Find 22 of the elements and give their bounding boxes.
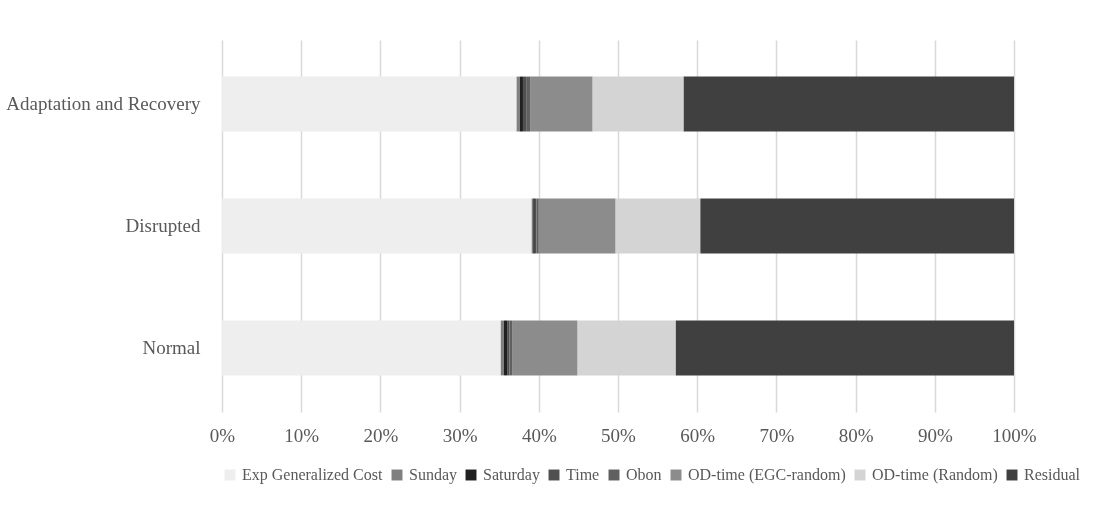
x-tick-label: 100% [992, 424, 1037, 446]
legend-label: Residual [1024, 466, 1081, 483]
x-tick-label: 60% [680, 424, 716, 446]
y-tick-label: Disrupted [125, 215, 201, 236]
x-tick-label: 40% [521, 424, 557, 446]
legend-label: OD-time (Random) [872, 466, 998, 484]
x-tick-label: 20% [363, 424, 399, 446]
x-tick-label: 90% [917, 424, 953, 446]
x-tick-label: 30% [442, 424, 478, 446]
y-tick-label: Normal [142, 336, 201, 358]
x-tick-label: 0% [209, 424, 236, 446]
legend-label: Time [566, 466, 600, 483]
x-tick-label: 10% [284, 424, 320, 446]
x-tick-label: 70% [759, 424, 795, 446]
x-tick-label: 80% [838, 424, 874, 446]
legend-label: Sunday [409, 466, 457, 484]
legend-label: Exp Generalized Cost [242, 466, 383, 484]
x-tick-label: 50% [601, 424, 637, 446]
legend-label: OD-time (EGC-random) [688, 466, 846, 484]
y-tick-label: Adaptation and Recovery [6, 93, 201, 115]
legend-label: Obon [626, 466, 662, 483]
legend-label: Saturday [483, 466, 540, 484]
